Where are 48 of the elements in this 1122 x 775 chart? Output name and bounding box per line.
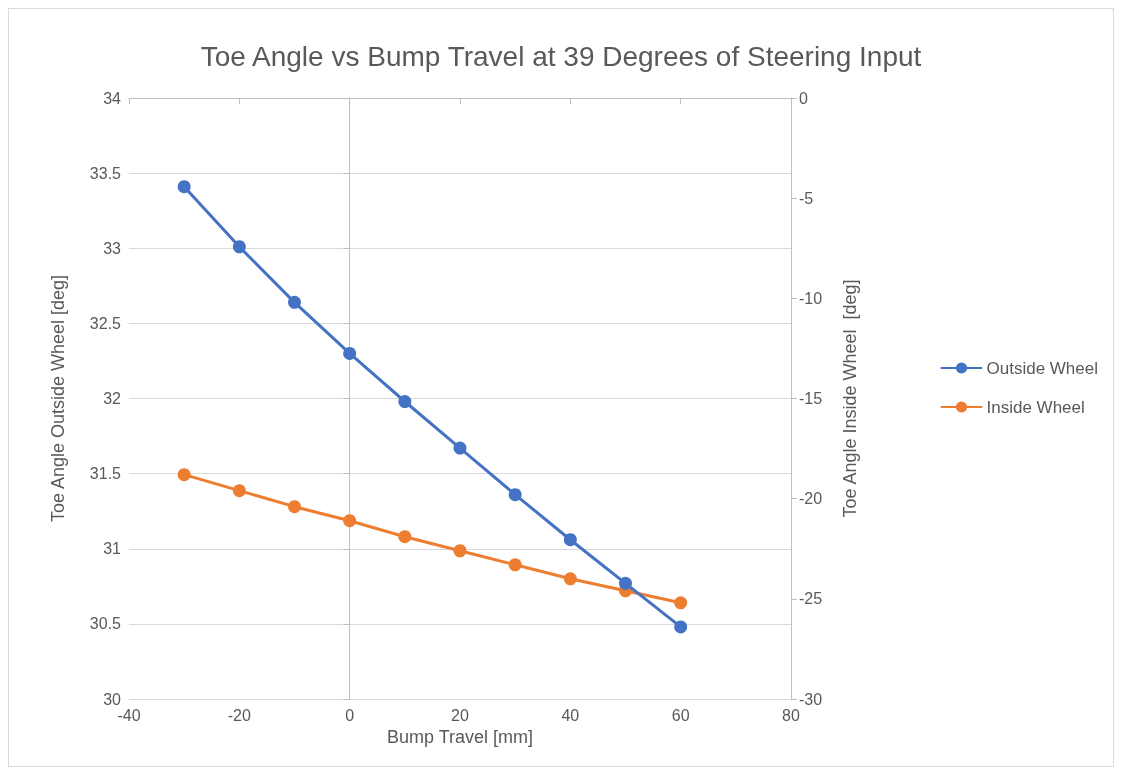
y-tick-label: 33.5 bbox=[89, 164, 122, 182]
point bbox=[288, 295, 301, 309]
point bbox=[232, 240, 246, 254]
point bbox=[563, 533, 577, 547]
point bbox=[674, 620, 688, 634]
x-tick-label: 20 bbox=[451, 706, 469, 724]
x-axis-title: Bump Travel [mm] bbox=[386, 726, 534, 747]
point bbox=[177, 180, 191, 194]
y-axis-title: Toe Angle Outside Wheel [deg] bbox=[48, 274, 68, 523]
point bbox=[674, 596, 688, 610]
x-tick-label: 60 bbox=[671, 706, 690, 724]
x-tick-label: 40 bbox=[561, 706, 580, 724]
point bbox=[343, 514, 357, 528]
point bbox=[232, 484, 246, 498]
y2-tick-label: -15 bbox=[799, 390, 823, 407]
point bbox=[508, 558, 522, 572]
y2-tick-label: -5 bbox=[799, 189, 814, 207]
legend-label: Outside Wheel bbox=[986, 358, 1098, 378]
point bbox=[398, 395, 412, 408]
y-tick-label: 32.5 bbox=[89, 314, 122, 332]
y2-tick-label: -10 bbox=[799, 289, 823, 307]
point bbox=[343, 346, 357, 360]
chart-title: Toe Angle vs Bump Travel at 39 Degrees of Steering Input bbox=[200, 40, 922, 72]
y-tick-label: 30 bbox=[103, 690, 122, 708]
y-tick-label: 33 bbox=[103, 239, 122, 257]
legend-label: Inside Wheel bbox=[986, 397, 1085, 417]
x-tick-label: -20 bbox=[227, 706, 251, 724]
x-tick-label: 80 bbox=[782, 706, 800, 724]
point bbox=[398, 530, 412, 544]
x-tick-label: 0 bbox=[345, 706, 355, 724]
point bbox=[177, 468, 191, 482]
y2-tick-label: 0 bbox=[799, 89, 808, 107]
point bbox=[453, 441, 467, 455]
y2-tick-label: -25 bbox=[799, 590, 823, 608]
y2-tick-label: -20 bbox=[799, 490, 823, 508]
point bbox=[508, 488, 522, 502]
x-tick-label: -40 bbox=[117, 706, 141, 724]
y-tick-label: 31.5 bbox=[89, 465, 122, 483]
y-tick-label: 30.5 bbox=[89, 615, 122, 633]
y-tick-label: 31 bbox=[103, 540, 122, 558]
point bbox=[619, 576, 632, 590]
point bbox=[288, 500, 301, 514]
point bbox=[453, 544, 467, 558]
y-tick-label: 34 bbox=[103, 89, 122, 107]
y2-axis-title: Toe Angle Inside Wheel [deg] bbox=[840, 279, 860, 518]
point bbox=[563, 572, 577, 586]
y2-tick-label: -30 bbox=[799, 690, 823, 708]
y-tick-label: 32 bbox=[103, 390, 122, 407]
